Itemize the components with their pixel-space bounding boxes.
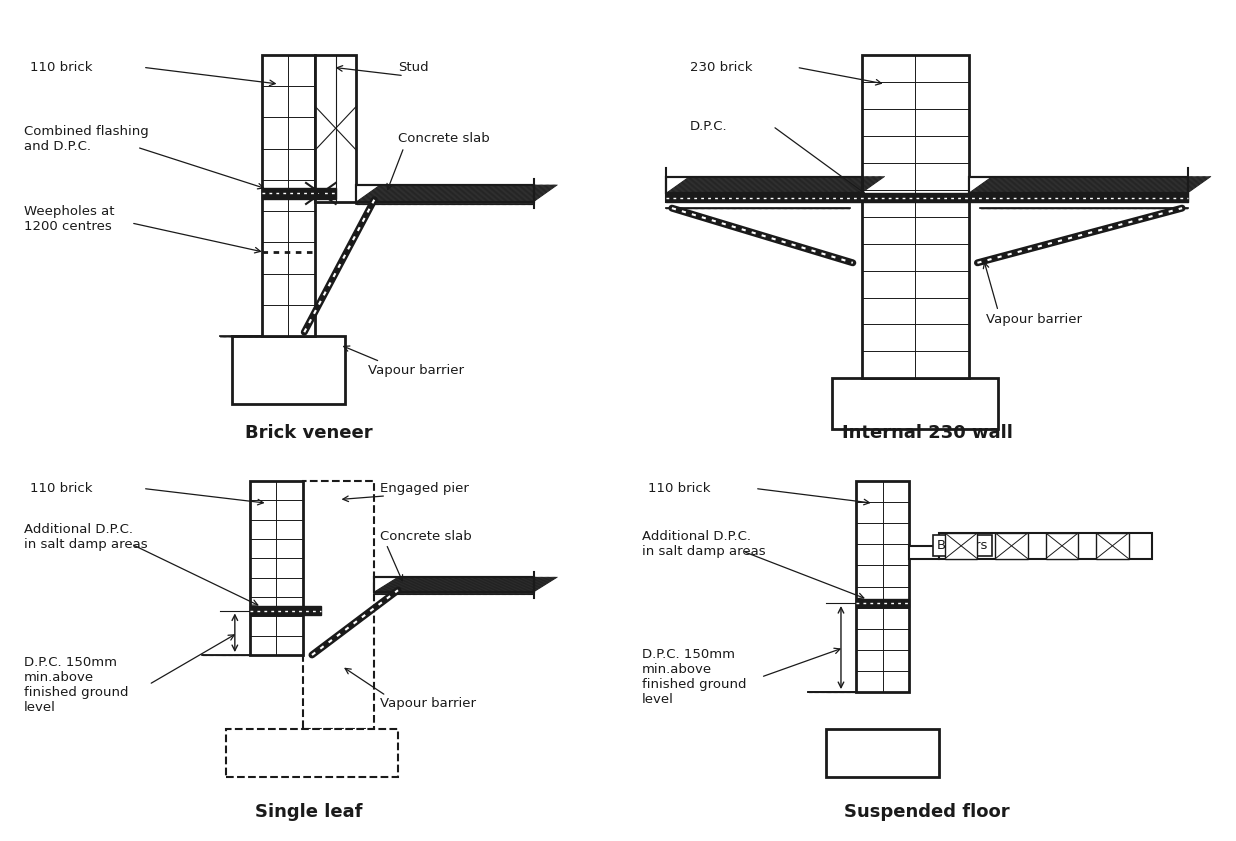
Bar xyxy=(303,481,375,729)
Bar xyxy=(910,546,939,558)
Bar xyxy=(226,729,398,777)
Bar xyxy=(262,188,336,198)
Text: 110 brick: 110 brick xyxy=(30,482,93,495)
Bar xyxy=(262,55,315,336)
Text: Single leaf: Single leaf xyxy=(256,803,362,822)
Text: Concrete slab: Concrete slab xyxy=(381,530,472,543)
Bar xyxy=(861,55,969,378)
Text: Vapour barrier: Vapour barrier xyxy=(986,313,1083,326)
Text: Suspended floor: Suspended floor xyxy=(844,803,1010,822)
Bar xyxy=(969,177,1188,193)
Bar xyxy=(939,533,1152,558)
Bar xyxy=(832,378,999,429)
Text: Brick veneer: Brick veneer xyxy=(245,424,373,442)
Bar xyxy=(855,599,910,607)
Text: Internal 230 wall: Internal 230 wall xyxy=(842,424,1012,442)
Bar xyxy=(356,185,534,202)
Text: Additional D.P.C.
in salt damp areas: Additional D.P.C. in salt damp areas xyxy=(643,530,766,558)
Bar xyxy=(666,177,861,193)
Text: 110 brick: 110 brick xyxy=(30,61,93,74)
Text: 230 brick: 230 brick xyxy=(690,61,753,74)
Bar xyxy=(375,577,534,592)
Bar xyxy=(232,336,345,404)
Text: Weepholes at
1200 centres: Weepholes at 1200 centres xyxy=(25,204,115,233)
Bar xyxy=(1046,533,1078,558)
Text: D.P.C. 150mm
min.above
finished ground
level: D.P.C. 150mm min.above finished ground l… xyxy=(25,656,129,713)
Text: Vapour barrier: Vapour barrier xyxy=(368,363,465,377)
Text: Additional D.P.C.
in salt damp areas: Additional D.P.C. in salt damp areas xyxy=(25,522,148,551)
Bar xyxy=(250,481,303,655)
Bar xyxy=(995,533,1028,558)
Bar xyxy=(666,193,1188,203)
Bar xyxy=(250,606,321,615)
Text: Engaged pier: Engaged pier xyxy=(381,482,470,495)
Bar xyxy=(969,177,1188,193)
Text: Vapour barrier: Vapour barrier xyxy=(381,696,476,710)
Bar xyxy=(356,185,534,202)
Text: Concrete slab: Concrete slab xyxy=(398,132,489,145)
Text: D.P.C.: D.P.C. xyxy=(690,119,727,133)
Bar xyxy=(315,55,356,202)
Text: D.P.C. 150mm
min.above
finished ground
level: D.P.C. 150mm min.above finished ground l… xyxy=(643,648,747,706)
Bar xyxy=(855,481,910,692)
Bar xyxy=(375,577,534,592)
Text: Combined flashing
and D.P.C.: Combined flashing and D.P.C. xyxy=(25,124,150,153)
Bar xyxy=(944,533,978,558)
Bar xyxy=(1096,533,1128,558)
Text: Stud: Stud xyxy=(398,61,429,74)
Text: 110 brick: 110 brick xyxy=(648,482,711,495)
Bar xyxy=(826,729,939,777)
Text: Bearers: Bearers xyxy=(937,539,989,553)
Bar xyxy=(666,177,861,193)
